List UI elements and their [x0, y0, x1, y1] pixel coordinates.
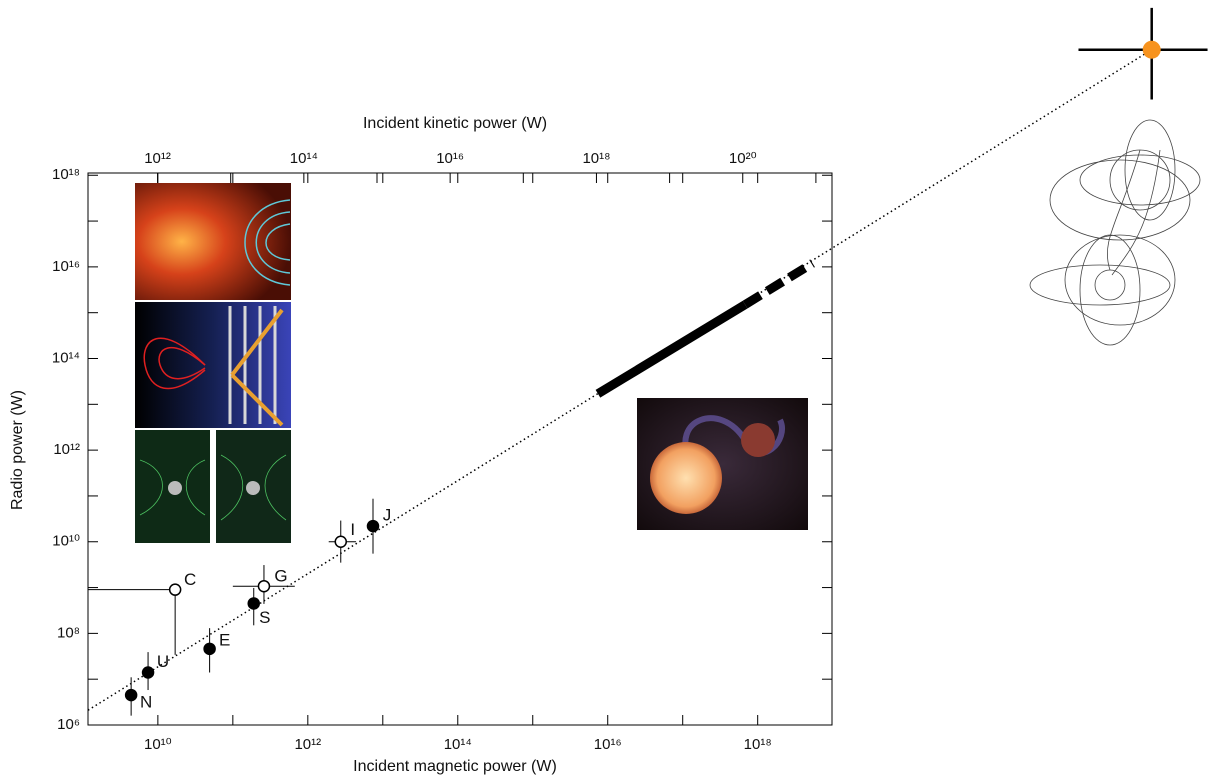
inset-images — [135, 119, 1201, 543]
y-tick-label: 10¹² — [53, 441, 80, 458]
point-label: J — [383, 506, 392, 525]
data-point — [247, 597, 260, 610]
point-label: U — [157, 652, 169, 671]
sim-lines — [139, 454, 287, 521]
x2-tick-label: 10²⁰ — [729, 150, 757, 167]
data-point — [257, 579, 271, 593]
point-label: I — [350, 520, 355, 539]
x-tick-label: 10¹⁰ — [144, 736, 172, 753]
magnetosphere-lines — [244, 199, 291, 286]
point-label: G — [274, 567, 287, 586]
point-label: C — [184, 570, 196, 589]
planet-icon — [168, 481, 182, 495]
data-point — [141, 666, 155, 679]
y-tick-label: 10¹⁸ — [52, 166, 80, 183]
data-point — [366, 519, 380, 533]
x2-tick-label: 10¹⁸ — [582, 150, 610, 167]
fit-range — [595, 300, 748, 398]
field-sketch — [1029, 119, 1201, 346]
x-tick-label: 10¹⁴ — [444, 736, 472, 753]
y-tick-label: 10¹⁰ — [52, 533, 80, 550]
x2-tick-label: 10¹⁴ — [290, 150, 318, 167]
x-axis-title: Incident magnetic power (W) — [353, 758, 557, 775]
y-tick-label: 10¹⁴ — [52, 349, 80, 366]
y-tick-label: 10⁸ — [57, 624, 80, 641]
x2-axis-title: Incident kinetic power (W) — [363, 115, 547, 132]
prediction-point — [1142, 40, 1161, 59]
x-tick-label: 10¹⁶ — [594, 736, 622, 753]
data-point — [168, 583, 182, 596]
y-tick-label: 10¹⁶ — [52, 258, 80, 275]
star-disc — [650, 442, 722, 514]
plot-frame — [87, 172, 833, 726]
field-lines — [143, 337, 206, 390]
alfven-wings — [230, 308, 284, 427]
point-label: E — [219, 630, 230, 649]
x-tick-label: 10¹⁸ — [744, 736, 772, 753]
y-axis-title: Radio power (W) — [9, 390, 26, 510]
fit-range-dashed — [742, 259, 815, 309]
data-point — [203, 642, 216, 656]
planet-disc — [741, 423, 775, 457]
sun-image — [135, 183, 291, 300]
point-label: S — [259, 608, 270, 627]
x-tick-label: 10¹² — [294, 736, 321, 753]
data-point — [124, 688, 138, 702]
y-tick-label: 10⁶ — [57, 716, 80, 733]
data-point — [334, 535, 348, 549]
x2-tick-label: 10¹⁶ — [436, 150, 464, 167]
planet-icon — [246, 481, 260, 495]
x2-tick-label: 10¹² — [144, 150, 171, 167]
point-label: N — [140, 693, 152, 712]
